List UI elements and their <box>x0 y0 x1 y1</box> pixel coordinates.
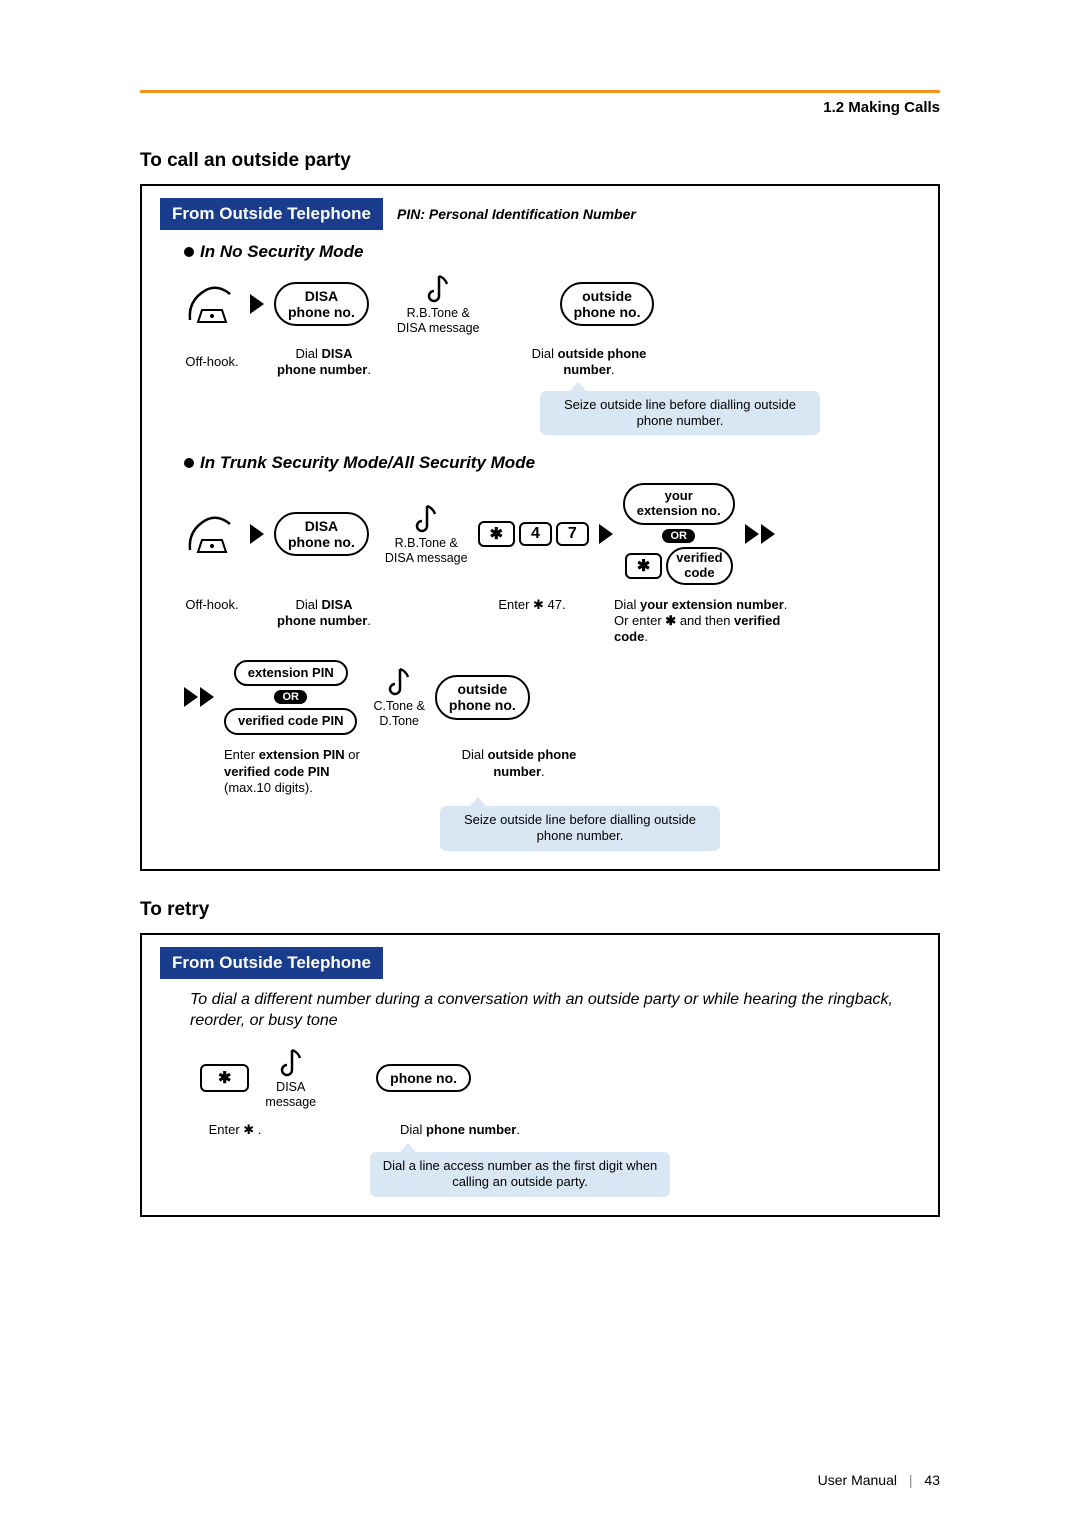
music-note-icon <box>386 665 412 699</box>
pin-caption: Enter extension PIN orverified code PIN(… <box>224 747 374 796</box>
rbtone-label: R.B.Tone & DISA message <box>385 536 468 566</box>
rbtone-label: R.B.Tone & DISA message <box>397 306 480 336</box>
enter-star-caption: Enter ✱ . <box>200 1122 270 1138</box>
note-seize-line-a: Seize outside line before dialling outsi… <box>540 391 820 436</box>
pin-note: PIN: Personal Identification Number <box>397 206 636 222</box>
offhook-phone-icon <box>184 510 240 558</box>
header-section: 1.2 Making Calls <box>140 99 940 116</box>
offhook-phone-icon <box>184 280 240 328</box>
your-extension-pill: your extension no. <box>623 483 735 525</box>
music-note-icon <box>425 272 451 306</box>
key-star47: ✱ 4 7 <box>478 521 589 547</box>
arrow-icon <box>250 524 264 544</box>
flow-trunk-row1: DISA phone no. R.B.Tone & DISA message ✱… <box>184 483 920 585</box>
flow-retry: ✱ DISA message phone no. <box>200 1046 920 1110</box>
disa-caption-b: Dial DISAphone number. <box>274 597 374 630</box>
outside-caption: Dial outside phonenumber. <box>514 346 664 379</box>
flow-trunk-row2: extension PIN OR verified code PIN C.Ton… <box>184 660 920 736</box>
outside-caption-b: Dial outside phonenumber. <box>444 747 594 780</box>
extension-pin-pill: extension PIN <box>234 660 348 687</box>
verified-code-pin-pill: verified code PIN <box>224 708 357 735</box>
music-note-icon <box>278 1046 304 1080</box>
footer-manual: User Manual <box>818 1472 897 1488</box>
dial-phone-caption: Dial phone number. <box>380 1122 540 1138</box>
disa-phone-pill: DISA phone no. <box>274 512 369 556</box>
key-star: ✱ <box>478 521 515 547</box>
footer-separator: | <box>909 1472 913 1488</box>
disa-msg-label: DISA message <box>265 1080 316 1110</box>
verified-code-pill: verified code <box>666 547 732 585</box>
page-footer: User Manual | 43 <box>818 1472 940 1488</box>
retry-description: To dial a different number during a conv… <box>190 989 920 1032</box>
outside-phone-pill: outside phone no. <box>435 675 530 719</box>
offhook-caption: Off-hook. <box>184 597 240 613</box>
arrow-icon <box>250 294 264 314</box>
enter-47-caption: Enter ✱ 47. <box>484 597 580 613</box>
music-note-icon <box>413 502 439 536</box>
mode-trunk-security: In Trunk Security Mode/All Security Mode <box>184 453 920 473</box>
mode-no-security: In No Security Mode <box>184 242 920 262</box>
note-line-access: Dial a line access number as the first d… <box>370 1152 670 1197</box>
double-arrow-icon <box>184 687 214 707</box>
phone-no-pill: phone no. <box>376 1064 471 1092</box>
or-badge: OR <box>662 529 695 543</box>
outside-phone-pill: outside phone no. <box>560 282 655 326</box>
tab-from-outside-retry: From Outside Telephone <box>160 947 383 979</box>
section-title-call-outside: To call an outside party <box>140 150 940 172</box>
note-seize-line-b: Seize outside line before dialling outsi… <box>440 806 720 851</box>
footer-page: 43 <box>924 1472 940 1488</box>
key-star: ✱ <box>200 1064 249 1092</box>
key-star: ✱ <box>625 553 662 579</box>
disa-phone-pill: DISA phone no. <box>274 282 369 326</box>
tab-from-outside: From Outside Telephone <box>160 198 383 230</box>
flow-no-security: DISA phone no. R.B.Tone & DISA message o… <box>184 272 920 336</box>
diagram-retry: From Outside Telephone To dial a differe… <box>140 933 940 1217</box>
key-7: 7 <box>556 522 589 546</box>
ext-caption: Dial your extension number.Or enter ✱ an… <box>614 597 814 646</box>
offhook-caption: Off-hook. <box>184 354 240 370</box>
or-badge: OR <box>274 690 307 704</box>
header-rule <box>140 90 940 93</box>
disa-caption: Dial DISAphone number. <box>274 346 374 379</box>
double-arrow-icon <box>745 524 775 544</box>
diagram-call-outside: From Outside Telephone PIN: Personal Ide… <box>140 184 940 871</box>
section-title-retry: To retry <box>140 899 940 921</box>
ctone-label: C.Tone & D.Tone <box>373 699 424 729</box>
key-4: 4 <box>519 522 552 546</box>
arrow-icon <box>599 524 613 544</box>
